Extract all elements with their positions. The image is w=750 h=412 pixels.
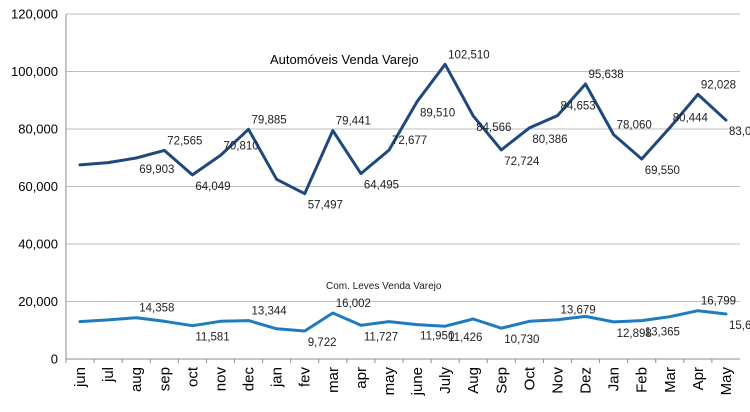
x-tick-label: Dez <box>578 367 595 394</box>
data-label: 84,566 <box>476 122 511 134</box>
data-label: 78,060 <box>617 120 652 132</box>
data-label: 79,441 <box>336 116 371 128</box>
data-label: 83,060 <box>729 126 750 138</box>
series-title-com-leves: Com. Leves Venda Varejo <box>326 281 442 292</box>
data-label: 69,903 <box>139 164 174 176</box>
y-tick-label: 120,000 <box>11 7 58 22</box>
data-label: 11,727 <box>364 331 398 343</box>
x-tick-label: nov <box>212 367 229 392</box>
x-tick-label: Jan <box>606 367 623 391</box>
series-line-0 <box>78 62 728 196</box>
data-label: 102,510 <box>448 49 490 61</box>
x-tick-label: Sep <box>493 367 510 394</box>
x-tick-label: May <box>718 367 735 396</box>
x-tick-label: jan <box>269 367 286 388</box>
data-label: 16,002 <box>336 298 371 310</box>
x-tick-label: sep <box>156 367 173 391</box>
x-tick-label: oct <box>184 366 201 387</box>
x-tick-label: Aug <box>465 367 482 394</box>
data-label: 15,663 <box>729 320 750 332</box>
x-tick-label: apr <box>353 367 370 389</box>
x-tick-label: june <box>409 367 426 396</box>
data-label: 14,358 <box>139 303 174 315</box>
x-tick-label: jun <box>72 367 89 388</box>
data-label: 72,677 <box>392 135 427 147</box>
data-label: 69,550 <box>645 165 680 177</box>
x-tick-label: Oct <box>521 366 538 390</box>
data-label: 64,049 <box>195 181 230 193</box>
series-title-automoveis: Automóveis Venda Varejo <box>270 52 419 67</box>
data-label: 13,679 <box>560 305 595 317</box>
data-label: 11,581 <box>195 332 229 344</box>
data-label: 9,722 <box>308 337 337 349</box>
data-label: 16,799 <box>701 296 736 308</box>
series-line-1 <box>78 309 728 333</box>
data-label: 57,497 <box>308 200 343 212</box>
series-lines <box>78 62 728 333</box>
x-tick-label: Nov <box>549 367 566 394</box>
x-axis-ticks: jun jul aug sep oct nov dec jan fev mar apr may june… <box>65 359 735 396</box>
gridlines <box>65 13 740 360</box>
x-tick-label: Mar <box>662 367 679 393</box>
data-label: 70,810 <box>223 140 258 152</box>
data-label: 64,495 <box>364 180 399 192</box>
data-label: 89,510 <box>420 108 455 120</box>
data-label: 13,365 <box>645 327 680 339</box>
x-tick-label: aug <box>128 367 145 392</box>
y-tick-label: 40,000 <box>18 237 58 252</box>
data-label: 12,898 <box>617 328 652 340</box>
data-label: 13,344 <box>252 306 288 318</box>
data-label: 10,730 <box>504 334 539 346</box>
x-tick-label: Apr <box>690 367 707 390</box>
data-label: 84,653 <box>560 101 595 113</box>
data-label: 72,565 <box>167 135 202 147</box>
data-label: 72,724 <box>504 156 540 168</box>
data-label: 11,950 <box>420 331 454 343</box>
x-tick-label: dec <box>241 367 258 392</box>
data-label: 80,444 <box>673 113 709 125</box>
data-label: 95,638 <box>589 69 624 81</box>
x-tick-label: Feb <box>634 367 651 393</box>
data-label: 80,386 <box>532 134 567 146</box>
data-label: 92,028 <box>701 79 736 91</box>
y-axis-ticks: 0 20,000 40,000 60,000 80,000 100,000 120,000 <box>11 7 58 367</box>
x-tick-label: may <box>381 367 398 396</box>
y-tick-label: 0 <box>51 352 58 367</box>
data-labels: 69,903 72,565 64,049 70,810 79,885 57,497 79,4… <box>139 49 750 349</box>
data-label: 11,426 <box>448 332 482 344</box>
y-tick-label: 100,000 <box>11 64 58 79</box>
y-tick-label: 80,000 <box>18 122 58 137</box>
data-label: 79,885 <box>252 114 287 126</box>
y-tick-label: 60,000 <box>18 179 58 194</box>
x-tick-label: mar <box>325 367 342 393</box>
x-tick-label: jul <box>100 367 117 383</box>
y-tick-label: 20,000 <box>18 294 58 309</box>
x-tick-label: fev <box>297 367 314 388</box>
x-tick-label: July <box>437 367 454 394</box>
